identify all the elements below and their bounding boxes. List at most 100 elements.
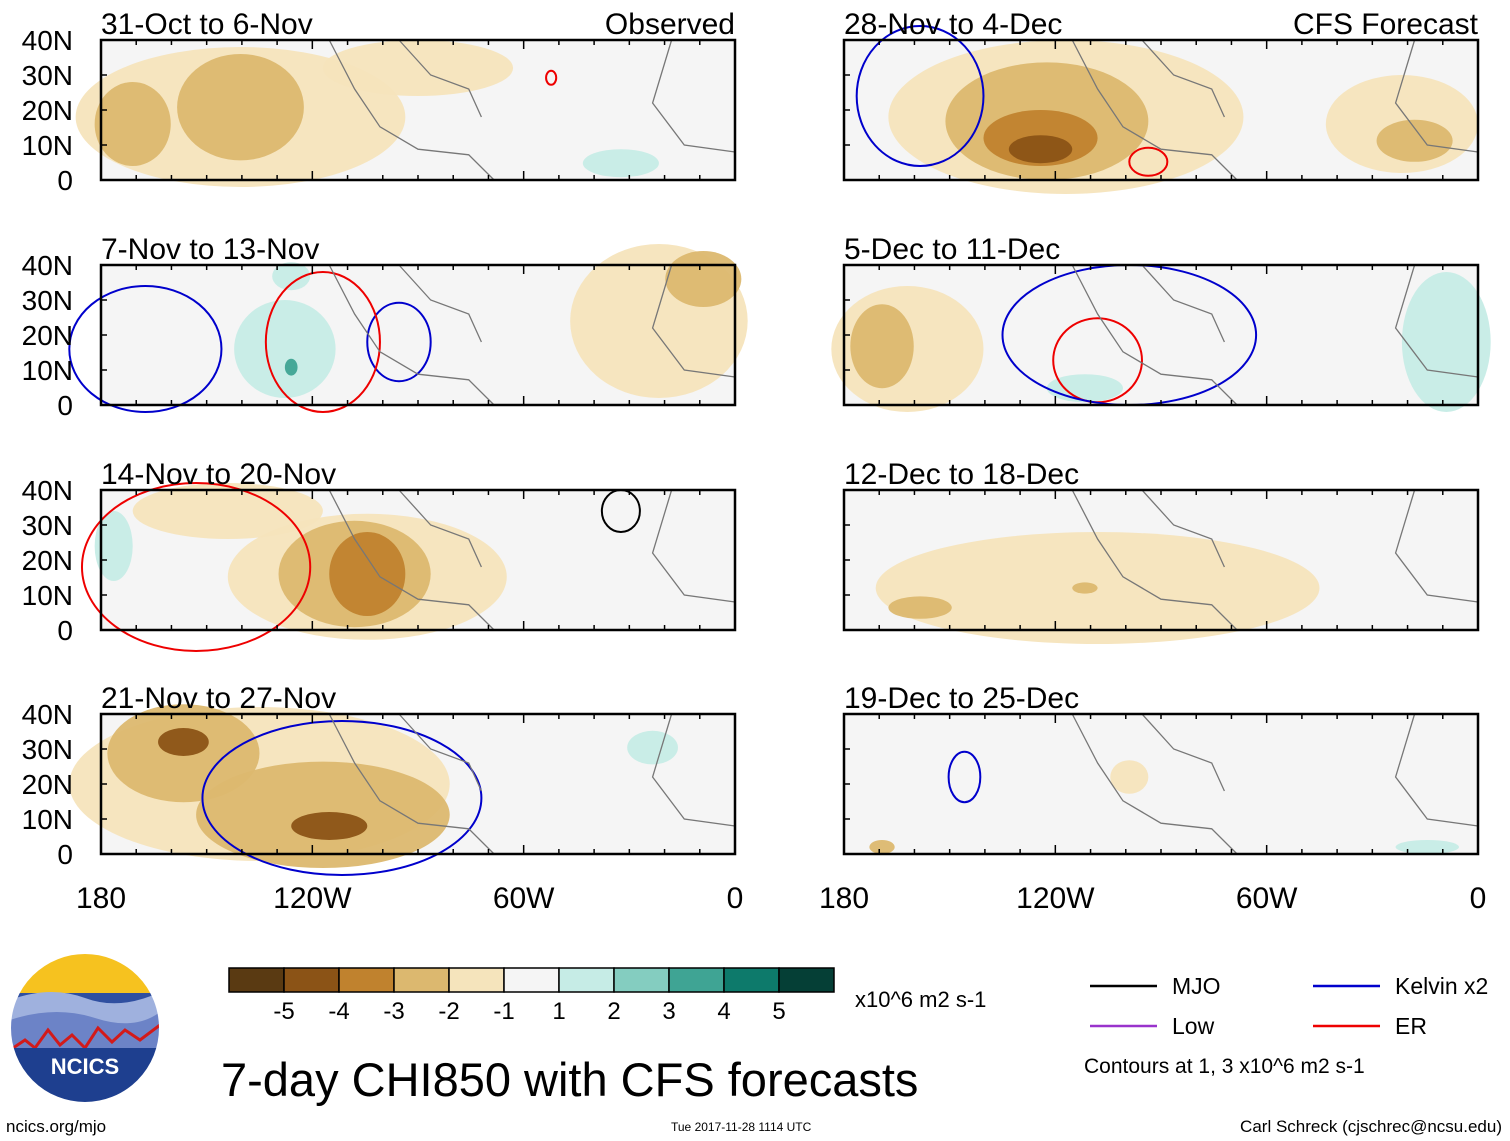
x-tick-label: 180: [819, 882, 869, 915]
y-tick-label: 10N: [22, 580, 73, 611]
panel-title-p8: 19-Dec to 25-Dec: [844, 682, 1079, 715]
panel-title-p2: 7-Nov to 13-Nov: [101, 233, 319, 266]
y-tick-label: 0: [57, 839, 73, 870]
colorbar-label: 3: [662, 998, 675, 1025]
legend-label: Low: [1172, 1013, 1215, 1039]
coastline: [328, 489, 736, 631]
anomaly-shading: [177, 53, 304, 161]
coastline: [328, 39, 736, 181]
coastline: [328, 713, 736, 855]
anomaly-shading: [272, 262, 311, 291]
map-panel-p7: 12-Dec to 18-Dec: [842, 458, 1480, 644]
anomaly-shading: [1008, 135, 1073, 164]
footer-timestamp: Tue 2017-11-28 1114 UTC: [671, 1120, 812, 1134]
colorbar-units: x10^6 m2 s-1: [855, 987, 986, 1012]
y-tick-label: 10N: [22, 130, 73, 161]
colorbar-swatch: [723, 967, 780, 993]
wave-contour: [264, 271, 381, 413]
anomaly-shading: [627, 730, 678, 765]
colorbar-swatch: [283, 967, 340, 993]
x-tick-label: 0: [1470, 882, 1487, 915]
colorbar-label: -2: [438, 998, 459, 1025]
y-tick-label: 30N: [22, 510, 73, 541]
colorbar-swatch: [393, 967, 450, 993]
y-tick-label: 10N: [22, 355, 73, 386]
x-axis-labels-left: 180 120W 60W 0: [76, 882, 743, 915]
x-tick-label: 60W: [493, 882, 555, 915]
figure-title: 7-day CHI850 with CFS forecasts: [221, 1053, 918, 1106]
anomaly-shading: [1401, 272, 1491, 412]
anomaly-shading: [291, 812, 368, 840]
anomaly-shading: [1110, 760, 1149, 794]
wave-contour: [366, 301, 432, 383]
map-panel-p5: 28-Nov to 4-Dec CFS Forecast: [842, 8, 1480, 194]
map-panel-p8: 19-Dec to 25-Dec: [842, 682, 1480, 856]
x-tick-label: 120W: [273, 882, 352, 915]
footer-website[interactable]: ncics.org/mjo: [6, 1117, 106, 1136]
colorbar-swatch: [448, 967, 505, 993]
colorbar-label: -1: [493, 998, 514, 1025]
anomaly-shading: [869, 840, 895, 854]
legend-label: ER: [1395, 1013, 1427, 1039]
wave-contour: [855, 25, 985, 167]
wave-contour: [545, 69, 558, 86]
logo-text: NCICS: [51, 1054, 119, 1079]
wave-contour: [80, 482, 312, 652]
y-tick-label: 20N: [22, 769, 73, 800]
x-axis-labels-right: 180 120W 60W 0: [819, 882, 1486, 915]
anomaly-shading: [322, 40, 514, 96]
ncics-logo: NCICS: [9, 952, 161, 1104]
wave-contour: [1128, 146, 1169, 177]
coastline: [1071, 489, 1479, 631]
anomaly-shading: [94, 82, 171, 166]
colorbar-swatch: [503, 967, 560, 993]
anomaly-shading: [234, 300, 336, 398]
panel-title-p6: 5-Dec to 11-Dec: [844, 233, 1060, 266]
y-tick-label: 40N: [22, 699, 73, 730]
colorbar-label: -3: [383, 998, 404, 1025]
map-panel-p2: 7-Nov to 13-Nov 40N 30N 20N 10N 0: [22, 233, 748, 421]
wave-contour: [947, 750, 982, 804]
anomaly-shading: [850, 304, 914, 389]
colorbar-swatch: [668, 967, 725, 993]
map-panel-p6: 5-Dec to 11-Dec: [831, 233, 1491, 412]
map-panel-p4: 21-Nov to 27-Nov 40N 30N 20N 10N 0: [22, 682, 737, 876]
y-tick-label: 0: [57, 615, 73, 646]
anomaly-shading: [329, 532, 406, 616]
y-tick-label: 10N: [22, 804, 73, 835]
anomaly-shading: [94, 511, 133, 581]
panel-title-p5: 28-Nov to 4-Dec: [844, 8, 1062, 41]
panel-kind-label: Observed: [605, 8, 735, 41]
anomaly-shading: [284, 358, 298, 376]
colorbar-swatch: [558, 967, 615, 993]
colorbar-swatch: [778, 967, 835, 993]
y-tick-label: 0: [57, 390, 73, 421]
anomaly-shading: [582, 149, 659, 178]
y-tick-label: 30N: [22, 60, 73, 91]
wave-contour: [201, 720, 483, 876]
colorbar-swatch: [338, 967, 395, 993]
contour-note: Contours at 1, 3 x10^6 m2 s-1: [1084, 1055, 1365, 1078]
anomaly-shading: [1395, 840, 1459, 854]
anomaly-shading: [158, 728, 209, 756]
y-tick-label: 40N: [22, 250, 73, 281]
colorbar-label: 4: [717, 998, 730, 1025]
colorbar-label: 5: [772, 998, 785, 1025]
map-panels: 31-Oct to 6-Nov Observed40N30N20N10N07-No…: [22, 8, 1491, 876]
legend-label: MJO: [1172, 973, 1221, 999]
anomaly-shading: [888, 596, 952, 619]
colorbar: -5 -4 -3 -2 -1 1 2 3 4 5: [228, 967, 835, 1025]
panel-title-p3: 14-Nov to 20-Nov: [101, 458, 336, 491]
anomaly-shading: [1072, 582, 1098, 594]
colorbar-label: -5: [273, 998, 294, 1025]
legend: MJO Kelvin x2 Low ER: [1090, 973, 1488, 1039]
legend-label: Kelvin x2: [1395, 973, 1488, 999]
x-tick-label: 120W: [1016, 882, 1095, 915]
y-tick-label: 20N: [22, 545, 73, 576]
map-panel-p1: 31-Oct to 6-Nov Observed 40N 30N 20N 10N 0: [22, 8, 737, 196]
y-tick-label: 40N: [22, 475, 73, 506]
y-tick-label: 30N: [22, 285, 73, 316]
y-tick-label: 40N: [22, 25, 73, 56]
y-tick-label: 20N: [22, 95, 73, 126]
